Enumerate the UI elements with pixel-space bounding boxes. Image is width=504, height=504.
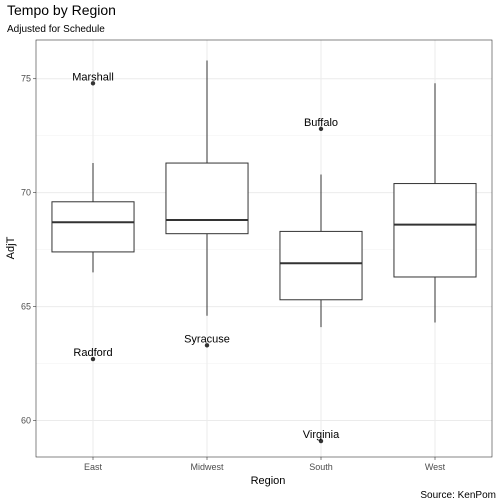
y-tick-label: 75 [21,74,31,84]
chart-title: Tempo by Region [7,2,116,18]
plot-border [35,39,493,458]
outlier-point-virginia [318,438,324,444]
outlier-label-radford: Radford [73,347,112,359]
outlier-label-buffalo: Buffalo [304,117,338,129]
y-axis-label: AdjT [5,236,17,259]
outlier-label-virginia: Virginia [303,429,340,441]
outlier-point-buffalo [318,126,324,132]
chart-caption: Source: KenPom [420,490,496,501]
outlier-point-radford [90,356,96,362]
outlier-label-syracuse: Syracuse [184,333,230,345]
outlier-point-syracuse [204,343,210,348]
outlier-point-marshall [90,81,96,86]
outlier-label-marshall: Marshall [72,71,114,83]
x-tick-label-west: West [425,462,446,472]
y-tick-label: 70 [21,188,31,198]
y-tick-label: 65 [21,302,31,312]
x-tick-label-east: East [84,462,103,472]
y-tick-label: 60 [21,416,31,426]
box-west [393,183,477,278]
box-east [51,201,135,253]
box-midwest [165,162,249,235]
x-tick-label-midwest: Midwest [190,462,224,472]
chart-subtitle: Adjusted for Schedule [7,24,105,35]
box-south [279,230,363,301]
x-axis-label: Region [251,475,286,487]
plot-panel: Marshall Radford Syracuse Buffalo Virginia 60… [21,39,493,472]
x-tick-label-south: South [309,462,333,472]
